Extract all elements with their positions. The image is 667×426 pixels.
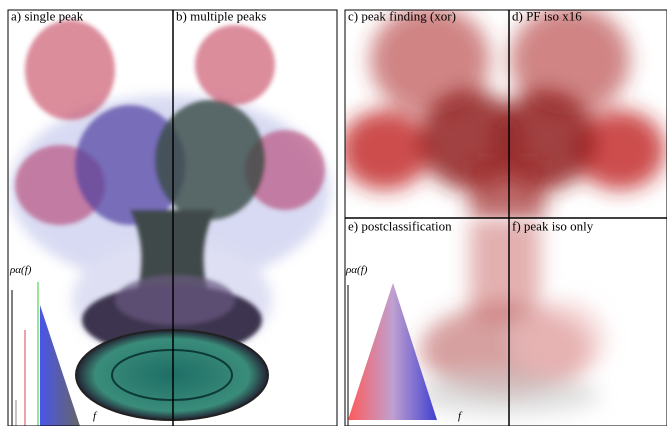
panel-label: d) PF iso x16 [512, 9, 582, 24]
tf-x-label: f [458, 410, 463, 422]
panel-label: f) peak iso only [512, 219, 594, 234]
panel-label: b) multiple peaks [176, 9, 266, 24]
render-left [10, 20, 330, 426]
panel-label: c) peak finding (xor) [348, 9, 456, 24]
render-right-top [345, 10, 667, 218]
panel-label: e) postclassification [348, 219, 452, 234]
tf-x-label: f [93, 410, 98, 422]
panel-label: a) single peak [11, 9, 84, 24]
render-right-bottom [347, 218, 605, 426]
tf-y-label: ρα(f) [9, 264, 32, 276]
tf-y-label: ρα(f) [345, 264, 368, 276]
